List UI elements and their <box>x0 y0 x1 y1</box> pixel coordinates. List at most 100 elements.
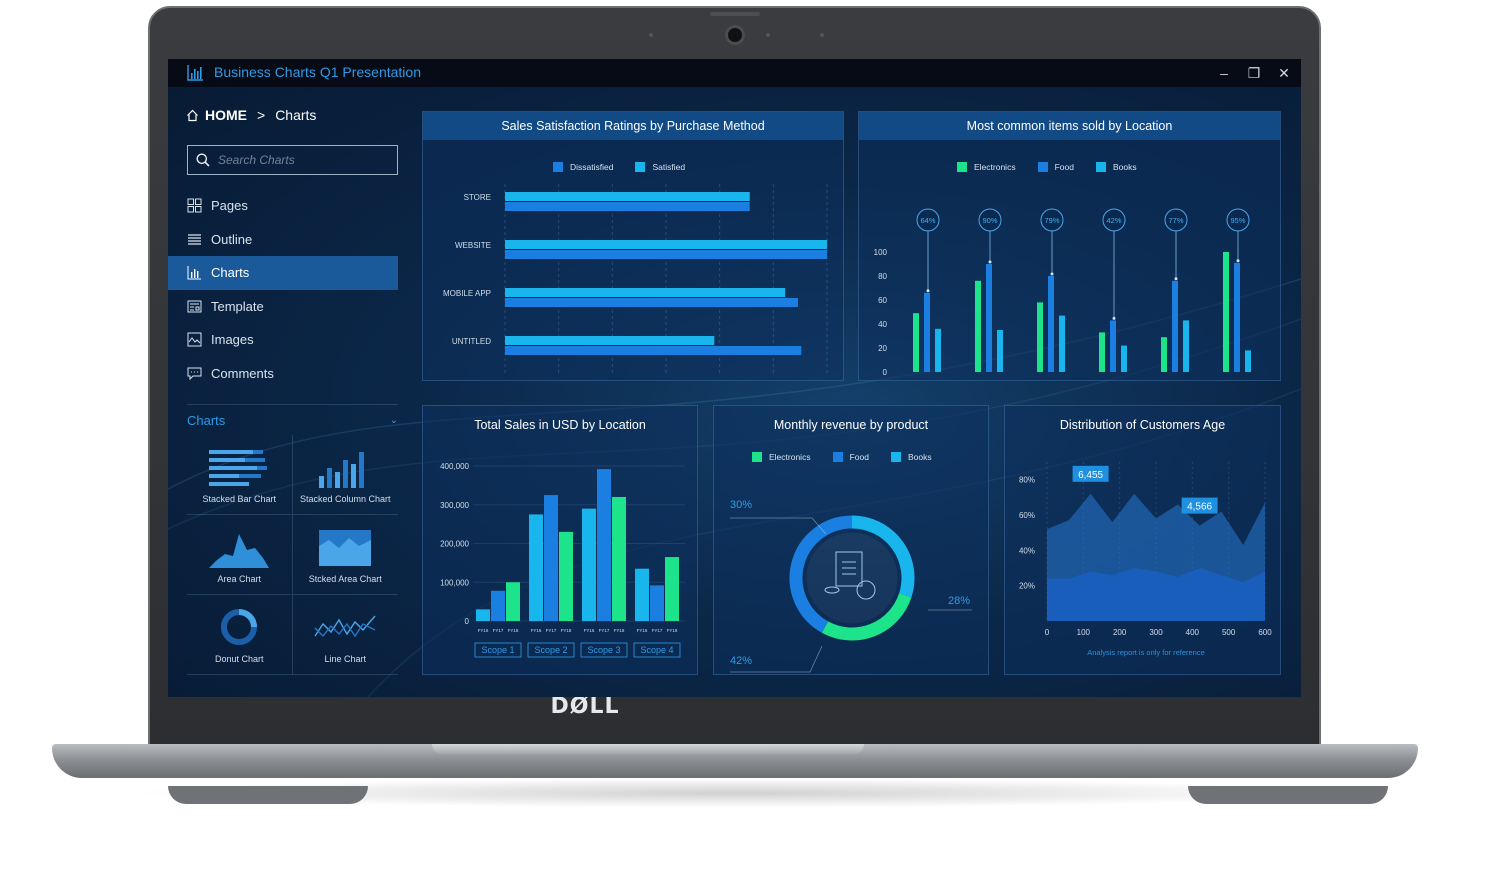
tick-label: FY18 <box>667 628 678 633</box>
scope-box <box>527 642 575 658</box>
pages-icon <box>187 198 202 213</box>
stacked-area-chart-icon <box>319 530 372 566</box>
callout-box <box>1181 497 1218 514</box>
gallery-stacked-bar-chart[interactable]: Stacked Bar Chart <box>187 435 293 515</box>
tick-label: 500 <box>1222 628 1236 637</box>
callout-dot <box>1174 277 1178 281</box>
bezel <box>150 8 1319 60</box>
title-bar: Business Charts Q1 Presentation – ❐ ✕ <box>168 59 1301 87</box>
bar <box>505 288 786 297</box>
gallery-label: Stacked Column Chart <box>299 494 391 504</box>
bar <box>1037 302 1043 372</box>
tick-label: 0 <box>883 368 888 377</box>
bar <box>597 469 611 621</box>
template-icon <box>187 300 202 313</box>
bar <box>505 192 750 201</box>
sidebar-item-label: Pages <box>211 198 248 214</box>
gallery-stacked-column-chart[interactable]: Stacked Column Chart <box>292 435 398 515</box>
callout-bubble <box>1164 208 1188 232</box>
sidebar-item-template[interactable]: Template <box>168 290 398 324</box>
bar <box>529 514 543 621</box>
customer-age-panel: Distribution of Customers Age 20% 40% 60% 8… <box>1004 405 1281 675</box>
items-by-location-panel: Most common items sold by Location Elect… <box>858 111 1281 381</box>
home-icon[interactable] <box>186 109 199 122</box>
tick-label: 80 <box>878 272 887 281</box>
legend-label: Electronics <box>974 162 1016 172</box>
sidebar-item-comments[interactable]: Comments <box>168 357 398 391</box>
donut-slice <box>789 515 853 633</box>
section-title: Charts <box>187 413 226 428</box>
bezel-notch <box>710 12 760 16</box>
charts-section-header[interactable]: Charts ⌄ <box>187 404 398 434</box>
tick-label: 300,000 <box>440 501 469 510</box>
sidebar-item-charts[interactable]: Charts <box>168 256 398 290</box>
gallery-stacked-area-chart[interactable]: Stcked Area Chart <box>292 515 398 595</box>
legend-item: Food <box>832 452 869 462</box>
sales-satisfaction-panel: Sales Satisfaction Ratings by Purchase M… <box>422 111 844 381</box>
webcam-icon <box>725 25 745 45</box>
legend-item: Food <box>1037 162 1074 172</box>
tick-label: 200,000 <box>440 540 469 549</box>
monthly-revenue-panel: Monthly revenue by product Electronics F… <box>713 405 989 675</box>
sales-satisfaction-chart: STORE WEBSITE MOBILE APP UNTITLED <box>443 184 828 376</box>
bar <box>986 264 992 372</box>
bar <box>1172 280 1178 372</box>
tick-label: 40% <box>1019 546 1035 555</box>
bar <box>506 582 520 621</box>
legend-label: Dissatisfied <box>570 162 614 172</box>
tick-label: FY16 <box>584 628 595 633</box>
legend-item: Books <box>1095 162 1137 172</box>
tick-label: 60% <box>1019 511 1035 520</box>
sidebar-item-outline[interactable]: Outline <box>168 223 398 257</box>
bar <box>544 495 558 621</box>
donut-chart-icon <box>221 609 258 645</box>
footnote: Analysis report is only for reference <box>1087 648 1205 657</box>
breadcrumb: HOME > Charts <box>186 107 316 123</box>
scope-label: Scope 3 <box>587 645 620 655</box>
sidebar-item-label: Template <box>211 298 264 314</box>
tick-label: FY17 <box>599 628 610 633</box>
chart-legend: Electronics Food Books <box>752 452 932 462</box>
scope-label: Scope 1 <box>481 645 514 655</box>
search-input[interactable] <box>218 153 378 167</box>
minimize-button[interactable]: – <box>1220 65 1228 81</box>
scope-box <box>580 642 628 658</box>
tick-label: 200 <box>1113 628 1127 637</box>
charts-icon <box>187 266 201 280</box>
gallery-line-chart[interactable]: Line Chart <box>292 595 398 675</box>
sidebar-item-pages[interactable]: Pages <box>168 189 398 223</box>
laptop-base <box>52 744 1418 778</box>
tick-label: FY17 <box>493 628 504 633</box>
chevron-right-icon: > <box>257 107 266 123</box>
chart-title: Sales Satisfaction Ratings by Purchase M… <box>423 112 843 140</box>
callout-box <box>1072 465 1109 482</box>
line-chart-icon <box>314 615 376 638</box>
sidebar-item-images[interactable]: Images <box>168 323 398 357</box>
total-sales-chart: 0 100,000 200,000 300,000 400,000 FY16 FY17 FY1… <box>440 462 685 658</box>
callout-label: 77% <box>1168 216 1183 225</box>
slice-label: 28% <box>948 595 970 607</box>
stacked-bar-chart-icon <box>209 450 268 486</box>
close-button[interactable]: ✕ <box>1278 65 1290 81</box>
clipboard-lines <box>842 561 856 575</box>
callout-label: 90% <box>982 216 997 225</box>
customer-age-chart: 20% 40% 60% 80% 0 100 200 300 400 500 600 6,455 4,56… <box>1019 462 1272 657</box>
sidebar-item-label: Charts <box>211 265 250 281</box>
brand-logo: DØLL <box>550 694 620 719</box>
search-box[interactable] <box>187 145 398 175</box>
tick-label: FY16 <box>637 628 648 633</box>
app-chart-icon <box>187 65 203 81</box>
donut-hole <box>806 532 898 624</box>
chart-legend: Electronics Food Books <box>957 162 1137 172</box>
callout-label: 64% <box>920 216 935 225</box>
gallery-donut-chart[interactable]: Donut Chart <box>187 595 293 675</box>
bar <box>1245 350 1251 372</box>
tick-label: 100,000 <box>440 578 469 587</box>
breadcrumb-home[interactable]: HOME <box>205 107 247 123</box>
callout-dot <box>1112 316 1116 320</box>
bar <box>650 585 664 621</box>
bar <box>505 346 802 355</box>
gallery-area-chart[interactable]: Area Chart <box>187 515 293 595</box>
tick-label: UNTITLED <box>452 337 491 346</box>
restore-button[interactable]: ❐ <box>1247 65 1261 81</box>
